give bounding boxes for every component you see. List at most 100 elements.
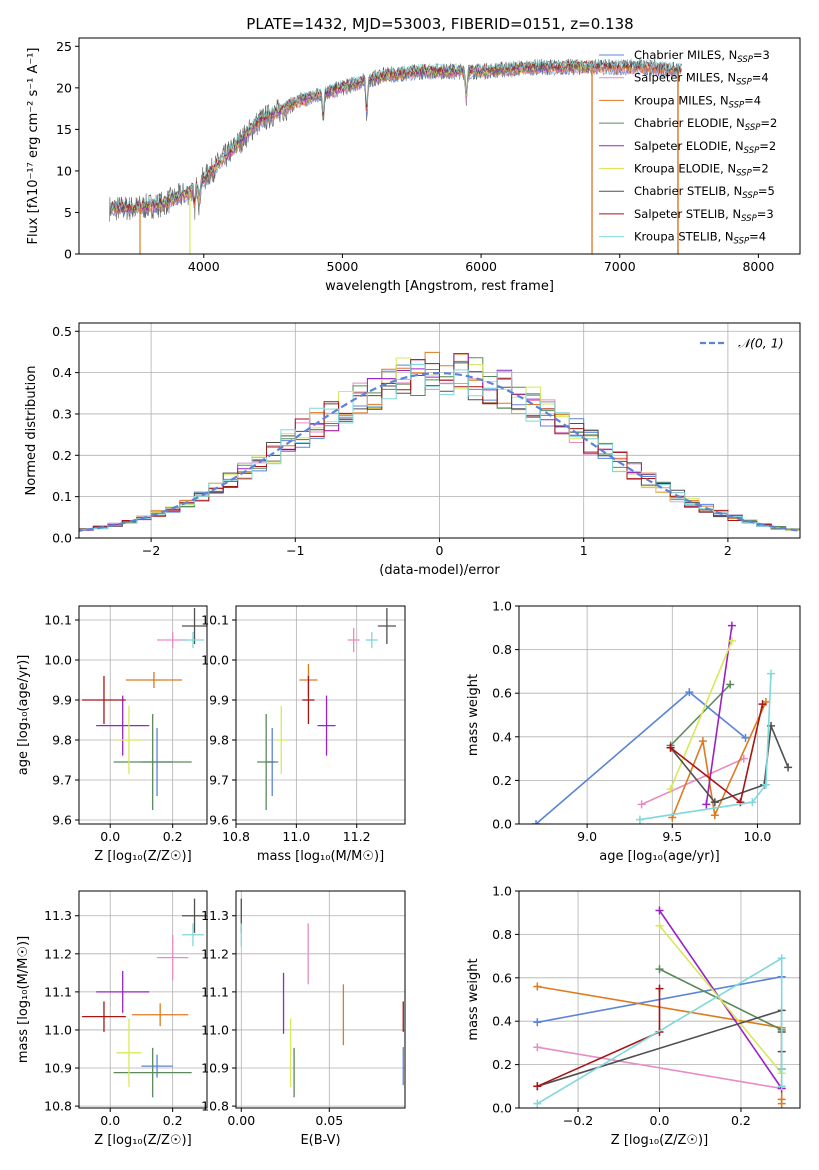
weight-marker	[533, 1043, 542, 1052]
weight-marker	[655, 921, 664, 930]
y-tick-label: 0.2	[492, 1057, 512, 1072]
legend-label: Salpeter ELODIE, NSSP=2	[634, 139, 776, 156]
y-tick-label: 11.1	[44, 984, 72, 999]
errorbar-kroupa-stelib	[182, 632, 204, 648]
model-spectrum-kroupa-stelib	[110, 58, 682, 210]
weight-line	[537, 1046, 782, 1090]
errorbar-salpeter-stelib	[302, 676, 315, 724]
weight_vs_Z-plot-area	[533, 906, 786, 1108]
errorbar-salpeter-stelib	[82, 676, 126, 724]
weight-marker	[533, 1018, 542, 1027]
x-tick-label: −1	[286, 543, 304, 558]
errorbar-salpeter-elodie	[96, 695, 150, 756]
y-tick-label: 0.2	[492, 773, 512, 788]
y-tick-label: 0.4	[492, 1014, 512, 1029]
weight-series-salpeter-stelib	[666, 700, 767, 807]
x-tick-label: 6000	[465, 259, 497, 274]
model-spectrum-salpeter-elodie	[110, 62, 593, 214]
errorbar-kroupa-miles	[125, 672, 183, 688]
x-axis-label: (data-model)/error	[379, 563, 500, 578]
weight-marker	[533, 1099, 542, 1108]
y-tick-label: 0.0	[492, 817, 512, 832]
y-tick-label: 0.1	[52, 489, 72, 504]
spectrum-panel: 4000 5000 6000 7000 8000 0 5 10 15 20 25 wavelength…	[26, 37, 801, 294]
x-tick-label: 0.2	[731, 1113, 751, 1128]
x-tick-label: −0.2	[563, 1113, 593, 1128]
axes-frame	[235, 890, 406, 1109]
residuals-plot-area	[79, 351, 800, 533]
x-axis-label: mass [log₁₀(M/M☉)]	[257, 849, 384, 864]
y-tick-label: 20	[56, 80, 72, 95]
y-tick-label: 9.9	[52, 693, 72, 708]
axes-frame	[235, 605, 406, 825]
legend-label: Kroupa ELODIE, NSSP=2	[634, 162, 769, 179]
legend-label-normal: 𝒩(0, 1)	[738, 336, 784, 351]
weight-marker	[767, 669, 776, 678]
weight-series-salpeter-miles	[637, 754, 748, 809]
x-tick-label: 0.00	[227, 1113, 255, 1128]
errorbar-kroupa-elodie	[116, 1018, 142, 1088]
y-tick-label: 0.2	[52, 448, 72, 463]
x-tick-label: 4000	[188, 259, 220, 274]
errorbar-chabrier-stelib	[182, 608, 207, 644]
errorbar-chabrier-miles	[141, 1054, 173, 1078]
axes-frame	[518, 605, 801, 825]
weight-marker	[777, 954, 786, 963]
weight_vs_age-plot-area	[532, 621, 793, 824]
y-tick-label: 10.8	[201, 1099, 229, 1114]
x-tick-label: 1	[580, 543, 588, 558]
y-tick-label: 0.5	[52, 324, 72, 339]
weight_vs_Z-panel: −0.2 0.0 0.2 0.0 0.2 0.4 0.6 0.8 1.0 Z [log₁₀(Z/Z…	[466, 884, 801, 1148]
mass_vs_Z-plot-area	[82, 898, 207, 1098]
x-axis-label: Z [log₁₀(Z/Z☉)]	[94, 849, 191, 864]
y-tick-label: 9.8	[52, 733, 72, 748]
y-axis-label: mass weight	[466, 958, 481, 1040]
weight-marker	[655, 906, 664, 915]
legend-label: Chabrier MILES, NSSP=3	[634, 48, 770, 65]
x-tick-label: 11.0	[282, 829, 310, 844]
y-tick-label: 11.3	[201, 908, 229, 923]
x-tick-label: 0.0	[100, 829, 120, 844]
weight-marker	[777, 1082, 786, 1091]
x-tick-label: 2	[724, 543, 732, 558]
errorbar-kroupa-stelib	[182, 923, 204, 947]
y-tick-label: 0.4	[492, 729, 512, 744]
weight-series-chabrier-elodie	[666, 680, 735, 750]
spectrum-plot-area	[109, 58, 683, 254]
weight-marker	[698, 737, 707, 746]
weight-marker	[666, 743, 675, 752]
errorbar-chabrier-stelib	[182, 898, 207, 933]
x-axis-label: Z [log₁₀(Z/Z☉)]	[94, 1133, 191, 1148]
y-tick-label: 11.2	[201, 946, 229, 961]
weight-marker	[784, 763, 793, 772]
x-tick-label: 0.2	[163, 829, 183, 844]
x-axis-label: wavelength [Angstrom, rest frame]	[325, 279, 554, 294]
x-tick-label: 0.2	[163, 1113, 183, 1128]
x-axis-label: age [log₁₀(age/yr)]	[599, 849, 720, 864]
y-axis-label: Normed distribution	[24, 366, 39, 496]
x-axis-label: Z [log₁₀(Z/Z☉)]	[611, 1133, 708, 1148]
weight-series-kroupa-elodie	[666, 636, 736, 794]
age_vs_mass-plot-area	[257, 608, 396, 810]
y-tick-label: 9.7	[209, 773, 229, 788]
y-axis-label: age [log₁₀(age/yr)]	[16, 655, 31, 776]
y-tick-label: 10.1	[44, 613, 72, 628]
legend-label: Kroupa STELIB, NSSP=4	[634, 230, 766, 247]
weight-marker	[533, 982, 542, 991]
residuals-panel: −2 −1 0 1 2 0.0 0.1 0.2 0.3 0.4 0.5 (data-model)/er…	[24, 322, 801, 578]
y-tick-label: 0	[64, 247, 72, 262]
x-tick-label: 7000	[604, 259, 636, 274]
weight-marker	[758, 700, 767, 709]
y-tick-label: 11.0	[44, 1022, 72, 1037]
weight-marker	[777, 1064, 786, 1073]
x-tick-label: 11.2	[343, 829, 371, 844]
normal-reference-curve	[79, 371, 800, 532]
y-tick-label: 10.8	[44, 1099, 72, 1114]
x-tick-label: 9.0	[577, 829, 597, 844]
y-tick-label: 0.6	[492, 970, 512, 985]
legend-label: Salpeter STELIB, NSSP=3	[634, 207, 774, 224]
errorbar-salpeter-elodie	[96, 970, 150, 1013]
weight-line	[658, 925, 783, 1074]
age_vs_Z-panel: 0.0 0.2 9.6 9.7 9.8 9.9 10.0 10.1 Z [log₁₀(Z/Z☉)…	[16, 605, 208, 864]
weight-marker	[532, 820, 541, 824]
